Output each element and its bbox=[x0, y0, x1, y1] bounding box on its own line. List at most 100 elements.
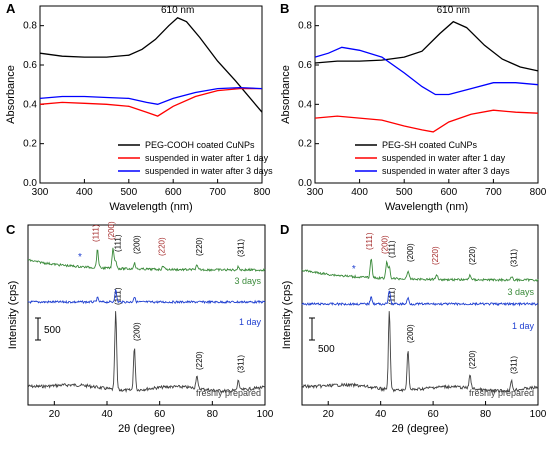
xrd-trace bbox=[27, 311, 266, 394]
y-axis-label: Absorbance bbox=[5, 65, 17, 124]
peak-label: (200) bbox=[132, 235, 141, 254]
y-axis-label: Intensity (cps) bbox=[7, 281, 19, 349]
xrd-trace bbox=[301, 311, 539, 394]
series-line bbox=[314, 109, 539, 133]
scale-bar-label: 500 bbox=[44, 325, 61, 336]
x-tick-label: 60 bbox=[154, 409, 166, 420]
peak-label: (220) bbox=[195, 237, 204, 256]
trace-label: freshly prepared bbox=[196, 388, 261, 398]
x-axis-label: 2θ (degree) bbox=[118, 423, 175, 435]
panel-b: B 300 400 500 600 700 800 0.0 0.2 0.4 0.6 0.8 Wavele… bbox=[280, 1, 547, 213]
panel-letter: C bbox=[6, 222, 16, 237]
peak-label: (220) bbox=[195, 351, 204, 370]
y-tick-label: 0.0 bbox=[298, 178, 312, 189]
series-line bbox=[314, 46, 539, 96]
plot-frame bbox=[314, 5, 539, 184]
peak-label: (311) bbox=[510, 249, 519, 267]
series-line bbox=[39, 17, 263, 113]
legend-label: PEG-SH coated CuNPs bbox=[382, 140, 478, 150]
peak-label: (200) bbox=[406, 324, 415, 343]
peak-label: (111) bbox=[365, 232, 374, 250]
x-tick-label: 100 bbox=[530, 409, 547, 420]
trace-label: 3 days bbox=[234, 276, 261, 286]
xrd-trace bbox=[301, 258, 539, 283]
x-axis-label: Wavelength (nm) bbox=[109, 201, 192, 213]
x-axis-label: 2θ (degree) bbox=[392, 423, 449, 435]
y-axis-label: Intensity (cps) bbox=[281, 281, 293, 349]
y-tick-label: 0.8 bbox=[298, 21, 312, 32]
peak-label: (111) bbox=[387, 240, 396, 258]
x-tick-label: 700 bbox=[485, 187, 502, 198]
trace-label: freshly prepared bbox=[469, 388, 534, 398]
legend-label: PEG-COOH coated CuNPs bbox=[145, 140, 255, 150]
trace-label: 3 days bbox=[507, 287, 534, 297]
x-tick-label: 400 bbox=[76, 187, 93, 198]
series-line bbox=[39, 87, 262, 117]
peak-label: (111) bbox=[114, 287, 123, 305]
y-tick-label: 0.2 bbox=[298, 139, 312, 150]
legend-label: suspended in water after 1 day bbox=[382, 153, 506, 163]
x-tick-label: 800 bbox=[530, 187, 547, 198]
plot-frame bbox=[39, 5, 263, 184]
plot-frame bbox=[27, 224, 266, 406]
y-tick-label: 0.2 bbox=[23, 139, 37, 150]
trace-label: 1 day bbox=[512, 321, 535, 331]
y-axis-label: Absorbance bbox=[280, 65, 292, 124]
x-tick-label: 300 bbox=[32, 187, 49, 198]
legend-label: suspended in water after 3 days bbox=[145, 166, 273, 176]
peak-label: (111) bbox=[114, 234, 123, 252]
x-tick-label: 60 bbox=[428, 409, 440, 420]
x-tick-label: 800 bbox=[254, 187, 271, 198]
x-axis-label: Wavelength (nm) bbox=[385, 201, 468, 213]
panel-d: D 20 40 60 80 100 2θ (degree) Intensity (cps) 50… bbox=[280, 222, 547, 435]
x-tick-label: 20 bbox=[323, 409, 335, 420]
peak-label: (200) bbox=[406, 243, 415, 262]
trace-label: 1 day bbox=[239, 317, 262, 327]
x-tick-label: 500 bbox=[396, 187, 413, 198]
xrd-trace bbox=[28, 247, 266, 273]
panel-c: C 20 40 60 80 100 2θ (degree) Intensity (cps) 50… bbox=[6, 221, 274, 435]
y-tick-label: 0.6 bbox=[298, 60, 312, 71]
series-line bbox=[314, 20, 539, 72]
panel-letter: A bbox=[6, 1, 16, 16]
peak-label: (220) bbox=[468, 350, 477, 369]
scale-bar-label: 500 bbox=[318, 344, 335, 355]
peak-label: (311) bbox=[236, 355, 245, 373]
peak-label: (200) bbox=[107, 221, 116, 240]
peak-label: (111) bbox=[92, 224, 101, 242]
legend-label: suspended in water after 3 days bbox=[382, 166, 510, 176]
peak-label: (220) bbox=[431, 246, 440, 265]
series-line bbox=[39, 86, 263, 105]
x-tick-label: 80 bbox=[480, 409, 492, 420]
panel-letter: D bbox=[280, 222, 289, 237]
asterisk-marker: * bbox=[352, 264, 356, 275]
peak-label: (200) bbox=[381, 235, 390, 254]
asterisk-marker: * bbox=[78, 252, 82, 263]
y-tick-label: 0.4 bbox=[23, 99, 37, 110]
peak-label: (311) bbox=[236, 239, 245, 257]
plot-frame bbox=[301, 224, 539, 406]
peak-annotation: 610 nm bbox=[161, 5, 194, 16]
y-tick-label: 0.8 bbox=[23, 21, 37, 32]
x-tick-label: 700 bbox=[209, 187, 226, 198]
x-tick-label: 500 bbox=[120, 187, 137, 198]
panel-letter: B bbox=[280, 1, 289, 16]
x-tick-label: 40 bbox=[101, 409, 113, 420]
x-tick-label: 100 bbox=[257, 409, 274, 420]
peak-label: (200) bbox=[132, 322, 141, 341]
panel-a: A 300 400 500 600 700 800 0.0 0.2 0.4 0.6 0.8 Wavele… bbox=[5, 1, 273, 213]
legend-label: suspended in water after 1 day bbox=[145, 153, 269, 163]
peak-annotation: 610 nm bbox=[437, 5, 470, 16]
x-tick-label: 600 bbox=[165, 187, 182, 198]
y-tick-label: 0.0 bbox=[23, 178, 37, 189]
x-tick-label: 80 bbox=[207, 409, 219, 420]
x-tick-label: 20 bbox=[49, 409, 61, 420]
peak-label: (220) bbox=[157, 237, 166, 256]
x-tick-label: 400 bbox=[351, 187, 368, 198]
y-tick-label: 0.4 bbox=[298, 99, 312, 110]
xrd-trace bbox=[27, 289, 266, 305]
peak-label: (220) bbox=[468, 246, 477, 265]
xrd-trace bbox=[301, 290, 539, 307]
peak-label: (311) bbox=[510, 356, 519, 374]
